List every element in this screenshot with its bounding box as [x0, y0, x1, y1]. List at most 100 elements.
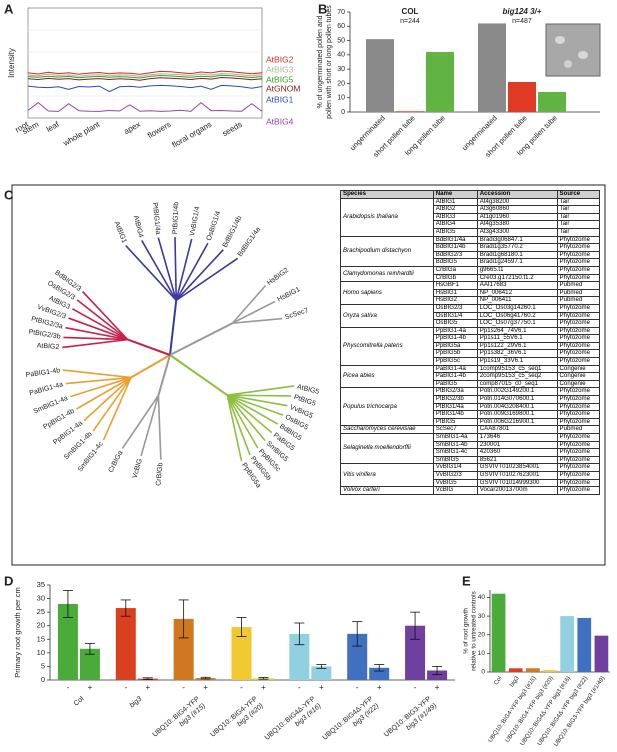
y-tick-label: 30 [37, 594, 45, 603]
panel-letter: C [4, 187, 14, 202]
tree-branch [175, 238, 193, 301]
tree-branch [169, 300, 178, 356]
y-axis-label: Primary root growth per cm [13, 587, 22, 677]
leaf-label: CrBIGa [108, 450, 125, 474]
pollen-inset-image [545, 23, 601, 77]
treatment-label: + [261, 683, 266, 692]
tree-branch [65, 376, 132, 385]
series-label: AtBIG4 [266, 116, 294, 126]
tree-branch [227, 394, 288, 407]
table-cell: LOC_Os03g14260.1 [476, 303, 558, 313]
header-cell: Name [432, 190, 478, 199]
tree-branch [169, 322, 233, 356]
bar [289, 633, 310, 680]
plot-frame [27, 7, 263, 119]
y-tick-label: 10 [37, 648, 45, 657]
panel-letter: E [462, 573, 471, 588]
y-tick-label: 5 [41, 661, 45, 670]
bar [560, 616, 574, 672]
table-cell: SmBIG1-4a [432, 433, 478, 442]
header-row: Species Name Accession Source [340, 190, 601, 199]
table-cell: Tair [556, 227, 601, 237]
x-tick-label: whole plant [61, 119, 102, 148]
treatment-label: - [414, 683, 417, 692]
x-tick-label: flowers [146, 120, 172, 140]
species-cell: Clamydomonas reinhardtii [340, 265, 434, 283]
header-cell: Species [340, 190, 434, 199]
y-tick-label: 20 [37, 621, 45, 630]
y-tick-label: 20 [337, 80, 345, 87]
tree-branch [227, 385, 295, 396]
pollen-grain [564, 60, 572, 68]
leaf-label: BdBIG1/4b [222, 215, 244, 249]
tree-branch [226, 394, 259, 449]
y-tick-label: 0 [481, 669, 485, 676]
tree-branch [76, 299, 129, 341]
bar [231, 627, 252, 680]
leaf-label: AtBIG4 [132, 215, 144, 239]
panel-letter: B [318, 1, 327, 16]
bar [526, 668, 540, 672]
y-tick-label: 50 [337, 37, 345, 44]
treatment-label: + [435, 683, 440, 692]
tree-branch [226, 394, 243, 462]
y-tick-label: 15 [37, 634, 45, 643]
tree-branch [227, 394, 284, 416]
y-axis-label: % of ungerminated pollen and [317, 15, 324, 108]
table-cell: Phytozome [556, 303, 601, 313]
series-label: AtBIG1 [266, 94, 294, 104]
tree-branch [62, 369, 132, 379]
tree-branch [83, 376, 132, 422]
treatment-label: + [203, 683, 208, 692]
treatment-label: - [182, 683, 185, 692]
tree-branch [226, 394, 251, 456]
y-tick-label: 0 [41, 675, 45, 684]
tree-branch [232, 300, 276, 324]
table-row: Vitis vinifera VvBIG1/4 GSVIVT01023854001 P… [340, 463, 601, 488]
leaf-label: AtBIG2 [36, 343, 59, 352]
tree-branch [175, 242, 209, 301]
tree-branch [130, 354, 171, 379]
tree-branch [65, 326, 128, 341]
leaf-label: HsBIG2 [266, 267, 290, 287]
species-cell: Arabidopsis thaliana [340, 197, 434, 237]
treatment-label: - [240, 683, 243, 692]
table-cell: Phytozome [556, 265, 601, 275]
leaf-label: ScSec7 [284, 307, 309, 321]
y-tick-label: 25 [37, 607, 45, 616]
bar [427, 670, 448, 680]
bar [366, 39, 394, 113]
x-tick-label: big3 [129, 696, 144, 710]
leaf-label: VcBIG [132, 458, 144, 479]
table-row: Volvox carteri VcBIG Vocar20013700m Phytozo… [340, 486, 601, 495]
tree-branch [232, 317, 283, 325]
y-tick-label: 10 [337, 95, 345, 102]
bar [57, 604, 78, 680]
tree-branch [92, 377, 132, 432]
tree-branch [175, 257, 239, 302]
table-cell: OsBIG2/3 [432, 303, 478, 313]
group-label: big124 3/+ [503, 7, 542, 16]
bar [508, 668, 523, 672]
x-tick-label: seeds [221, 120, 244, 138]
group-label: COL [402, 7, 419, 16]
panel-c-frame [11, 184, 606, 566]
bar [396, 111, 424, 112]
series-line [27, 101, 263, 112]
leaf-label: BdBIG1/4a [237, 226, 262, 258]
table-cell: CrBIGa [432, 265, 478, 275]
y-tick-label: 60 [337, 23, 345, 30]
leaf-label: PtBIG1/4b [172, 202, 180, 235]
species-cell: Brachipodium distachyon [340, 235, 434, 267]
table-cell: AtBIG5 [432, 227, 478, 237]
tree-branch [226, 394, 273, 434]
series-line [27, 74, 263, 79]
table-row: Oryza sativa OsBIG2/3 LOC_Os03g14260.1 Phyt… [340, 303, 601, 328]
bar [538, 92, 566, 112]
tree-branch [63, 336, 128, 341]
treatment-label: - [124, 683, 127, 692]
x-tick-label: floral organs [171, 120, 214, 150]
y-tick-label: 70 [337, 9, 345, 16]
